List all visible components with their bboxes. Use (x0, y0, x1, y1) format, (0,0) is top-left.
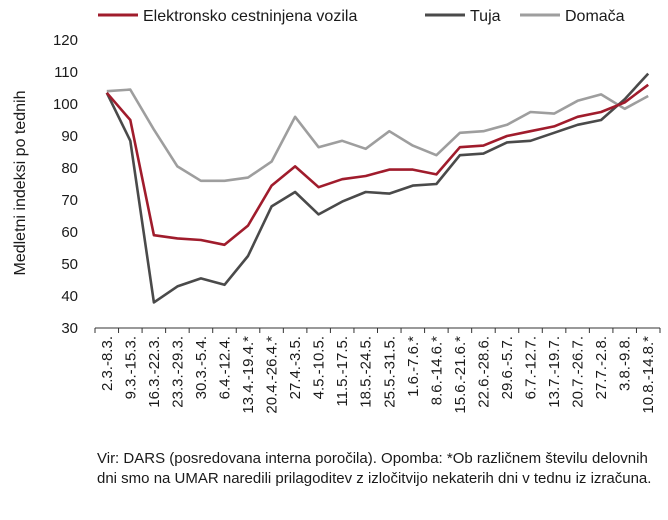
legend-label: Domača (565, 8, 625, 25)
y-tick-label: 80 (61, 160, 78, 177)
x-tick-label: 3.8.-9.8. (617, 336, 634, 391)
legend-label: Elektronsko cestninjena vozila (143, 8, 357, 25)
legend-label: Tuja (470, 8, 501, 25)
x-tick-label: 10.8.-14.8.* (640, 336, 657, 414)
x-tick-label: 1.6.-7.6.* (405, 336, 422, 397)
series-line-1 (105, 72, 650, 304)
y-tick-label: 70 (61, 192, 78, 209)
x-tick-label: 13.4.-19.4.* (240, 336, 257, 414)
x-tick-label: 2.3.-8.3. (99, 336, 116, 391)
x-tick-label: 22.6.-28.6. (475, 336, 492, 408)
y-axis-ticks: 30 40 50 60 70 80 90 100 110 120 (53, 32, 78, 337)
x-tick-label: 13.7.-19.7. (546, 336, 563, 408)
source-note: Vir: DARS (posredovana interna poročila)… (97, 450, 652, 487)
x-tick-label: 18.5.-24.5. (358, 336, 375, 408)
x-tick-label: 20.4.-26.4.* (264, 336, 281, 414)
y-tick-label: 110 (54, 64, 78, 81)
x-axis-ticks: 2.3.-8.3. 9.3.-15.3. 16.3.-22.3. 23.3.-29.3… (94, 328, 661, 414)
y-tick-label: 60 (61, 224, 78, 241)
y-tick-label: 50 (61, 256, 78, 273)
x-tick-label: 11.5.-17.5. (334, 336, 351, 407)
x-tick-label: 6.7.-12.7. (523, 336, 540, 399)
x-tick-label: 16.3.-22.3. (146, 336, 163, 408)
x-tick-label: 23.3.-29.3. (169, 336, 186, 408)
y-tick-label: 30 (61, 320, 78, 337)
x-tick-label: 9.3.-15.3. (122, 336, 139, 399)
y-tick-label: 90 (61, 128, 78, 145)
series-line-2 (106, 88, 649, 183)
x-tick-label: 29.6.-5.7. (499, 336, 516, 399)
series-line-0 (105, 83, 649, 247)
x-tick-label: 4.5.-10.5. (311, 336, 328, 399)
x-tick-label: 20.7.-26.7. (570, 336, 587, 408)
x-tick-label: 15.6.-21.6.* (452, 336, 469, 414)
y-tick-label: 40 (61, 288, 78, 305)
x-tick-label: 27.7.-2.8. (593, 336, 610, 399)
x-tick-label: 27.4.-3.5. (287, 336, 304, 399)
x-tick-label: 8.6.-14.6.* (428, 336, 445, 405)
x-tick-label: 30.3.-5.4. (193, 336, 210, 399)
x-tick-label: 25.5.-31.5. (381, 336, 398, 408)
y-tick-label: 100 (53, 96, 78, 113)
y-axis-title: Medletni indeksi po tednih (12, 90, 29, 275)
x-tick-label: 6.4.-12.4. (216, 336, 233, 399)
series-lines (105, 72, 650, 304)
legend: Elektronsko cestninjena vozila Tuja Domača (98, 8, 625, 25)
y-tick-label: 120 (53, 32, 78, 49)
